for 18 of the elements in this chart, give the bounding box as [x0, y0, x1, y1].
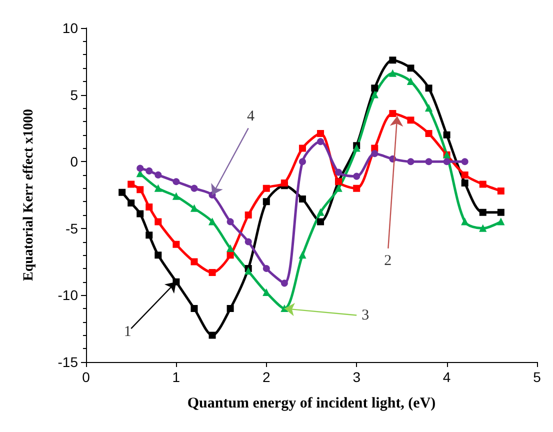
y-tick-label: -10 [58, 287, 78, 304]
x-axis-title: Quantum energy of incident light, (eV) [187, 396, 436, 412]
annotation: 3 [362, 308, 370, 324]
x-tick-label: 2 [262, 369, 270, 385]
x-tick-label: 1 [172, 369, 180, 385]
y-tick-label: 5 [70, 86, 78, 103]
y-tick-label: 10 [62, 20, 78, 36]
x-tick-label: 3 [352, 369, 361, 385]
y-tick-label: -15 [58, 354, 78, 370]
annotation: 4 [246, 108, 255, 124]
annotation: 2 [384, 252, 392, 269]
y-axis-title: Equatorial Kerr effect x1000 [22, 109, 36, 281]
annotation: 1 [124, 324, 132, 340]
y-tick-label: 0 [70, 154, 78, 170]
x-tick-label: 5 [533, 369, 542, 385]
x-tick-label: 0 [82, 369, 90, 385]
y-tick-label: -5 [66, 220, 78, 236]
x-tick-label: 4 [442, 369, 451, 385]
